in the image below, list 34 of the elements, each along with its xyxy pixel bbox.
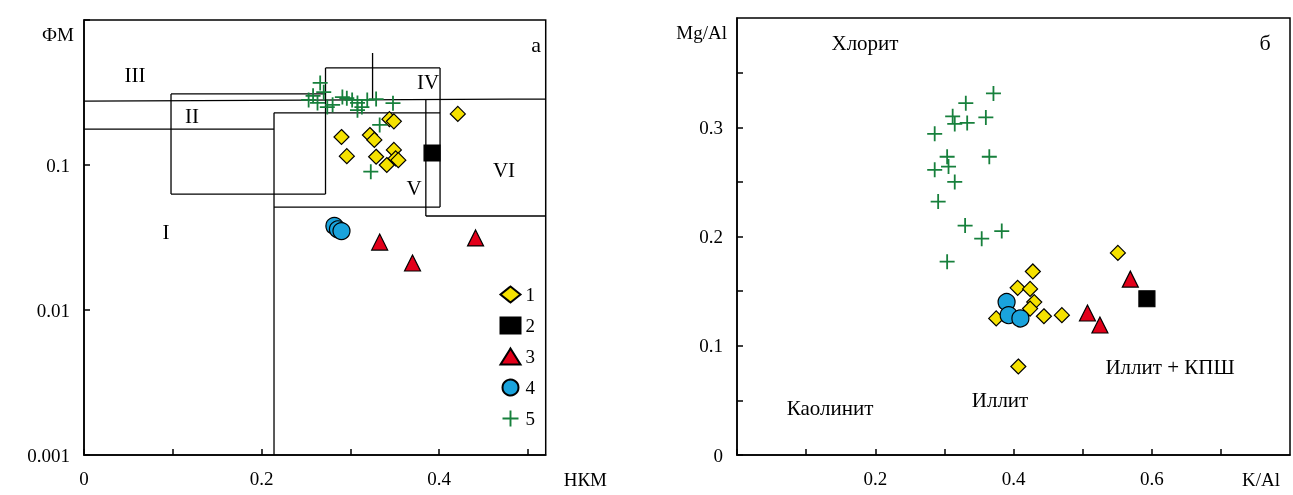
x-tick-label: 0.2	[249, 468, 274, 489]
legend-label: 4	[525, 377, 536, 398]
annotation: V	[406, 176, 422, 200]
y-tick-label: 0.001	[27, 444, 70, 466]
x-tick-label: 0.4	[1001, 468, 1026, 489]
x-axis-title: НКМ	[563, 469, 608, 490]
x-axis-title: K/Al	[1242, 469, 1280, 490]
legend-label: 1	[525, 284, 535, 305]
y-tick-label: 0.3	[699, 116, 723, 138]
x-tick-label: 0.2	[863, 468, 888, 489]
y-axis-title: ФМ	[42, 23, 75, 45]
annotation: I	[162, 220, 170, 244]
annotation: б	[1259, 29, 1271, 55]
x-tick-label: 0	[79, 468, 89, 489]
annotation: Хлорит	[831, 31, 899, 55]
annotation: а	[531, 31, 542, 57]
legend-label: 5	[525, 408, 535, 429]
annotation: II	[185, 104, 199, 128]
x-tick-label: 0.6	[1139, 468, 1164, 489]
annotation: VI	[492, 158, 516, 182]
x-tick-label: 0.4	[427, 468, 452, 489]
annotation: Иллит + КПШ	[1105, 355, 1235, 379]
y-axis-title: Mg/Al	[676, 21, 727, 43]
annotation: Каолинит	[786, 396, 874, 420]
annotation: IV	[416, 70, 440, 94]
y-tick-label: 0.1	[699, 335, 723, 357]
legend-label: 3	[525, 346, 535, 367]
y-tick-label: 0.2	[699, 226, 723, 247]
y-tick-label: 0.1	[46, 154, 70, 176]
annotation: III	[124, 63, 146, 87]
annotation: Иллит	[971, 388, 1029, 412]
legend-label: 2	[525, 315, 535, 336]
y-tick-label: 0	[713, 444, 723, 466]
y-tick-label: 0.01	[36, 299, 70, 321]
